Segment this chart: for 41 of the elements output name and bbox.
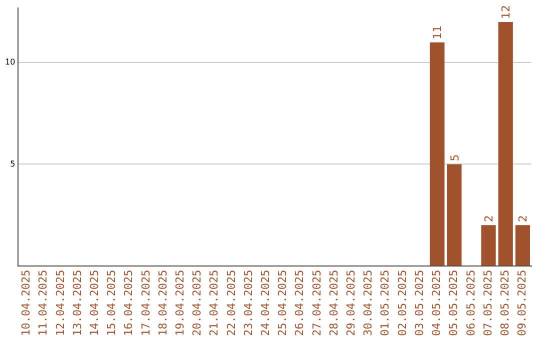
x-tick-label: 06.05.2025 [464,270,478,336]
bar [446,164,462,266]
x-tick-label: 03.05.2025 [412,270,426,336]
x-tick-label: 07.05.2025 [481,270,494,336]
bar [430,42,444,266]
bar [515,225,530,266]
x-tick-label: 15.04.2025 [105,270,118,336]
x-tick-label: 20.04.2025 [190,270,204,336]
x-tick-label: 27.04.2025 [310,270,324,336]
x-tick-label: 22.04.2025 [224,270,238,336]
x-tick-label: 11.04.2025 [36,270,50,336]
y-tick-label: 10 [4,58,16,67]
data-label: 5 [448,154,462,162]
bar [481,225,496,266]
x-tick-label: 14.04.2025 [88,270,101,336]
x-tick-label: 09.05.2025 [516,270,529,336]
x-tick-label: 19.04.2025 [174,270,187,336]
x-tick-label: 25.04.2025 [276,270,290,336]
x-tick-label: 04.05.2025 [430,270,444,336]
x-tick-label: 02.05.2025 [396,270,409,336]
x-tick-label: 24.04.2025 [259,270,272,336]
x-tick-label: 18.04.2025 [156,270,170,336]
x-tick-label: 01.05.2025 [378,270,392,336]
x-tick-label: 05.05.2025 [447,270,460,336]
data-label: 2 [482,215,496,222]
x-tick-label: 13.04.2025 [70,270,84,336]
x-tick-label: 28.04.2025 [327,270,340,336]
x-tick-label: 29.04.2025 [344,270,358,336]
x-tick-label: 12.04.2025 [54,270,67,336]
data-label: 2 [516,215,530,222]
data-label: 12 [500,5,513,20]
x-tick-label: 10.04.2025 [20,270,33,336]
x-tick-label: 16.04.2025 [122,270,136,336]
x-tick-label: 23.04.2025 [242,270,255,336]
data-label: 11 [431,25,444,40]
x-tick-label: 30.04.2025 [362,270,375,336]
x-tick-label: 21.04.2025 [208,270,221,336]
x-tick-label: 08.05.2025 [498,270,512,336]
x-tick-label: 26.04.2025 [293,270,306,336]
bar [498,22,513,266]
x-tick-label: 17.04.2025 [139,270,152,336]
